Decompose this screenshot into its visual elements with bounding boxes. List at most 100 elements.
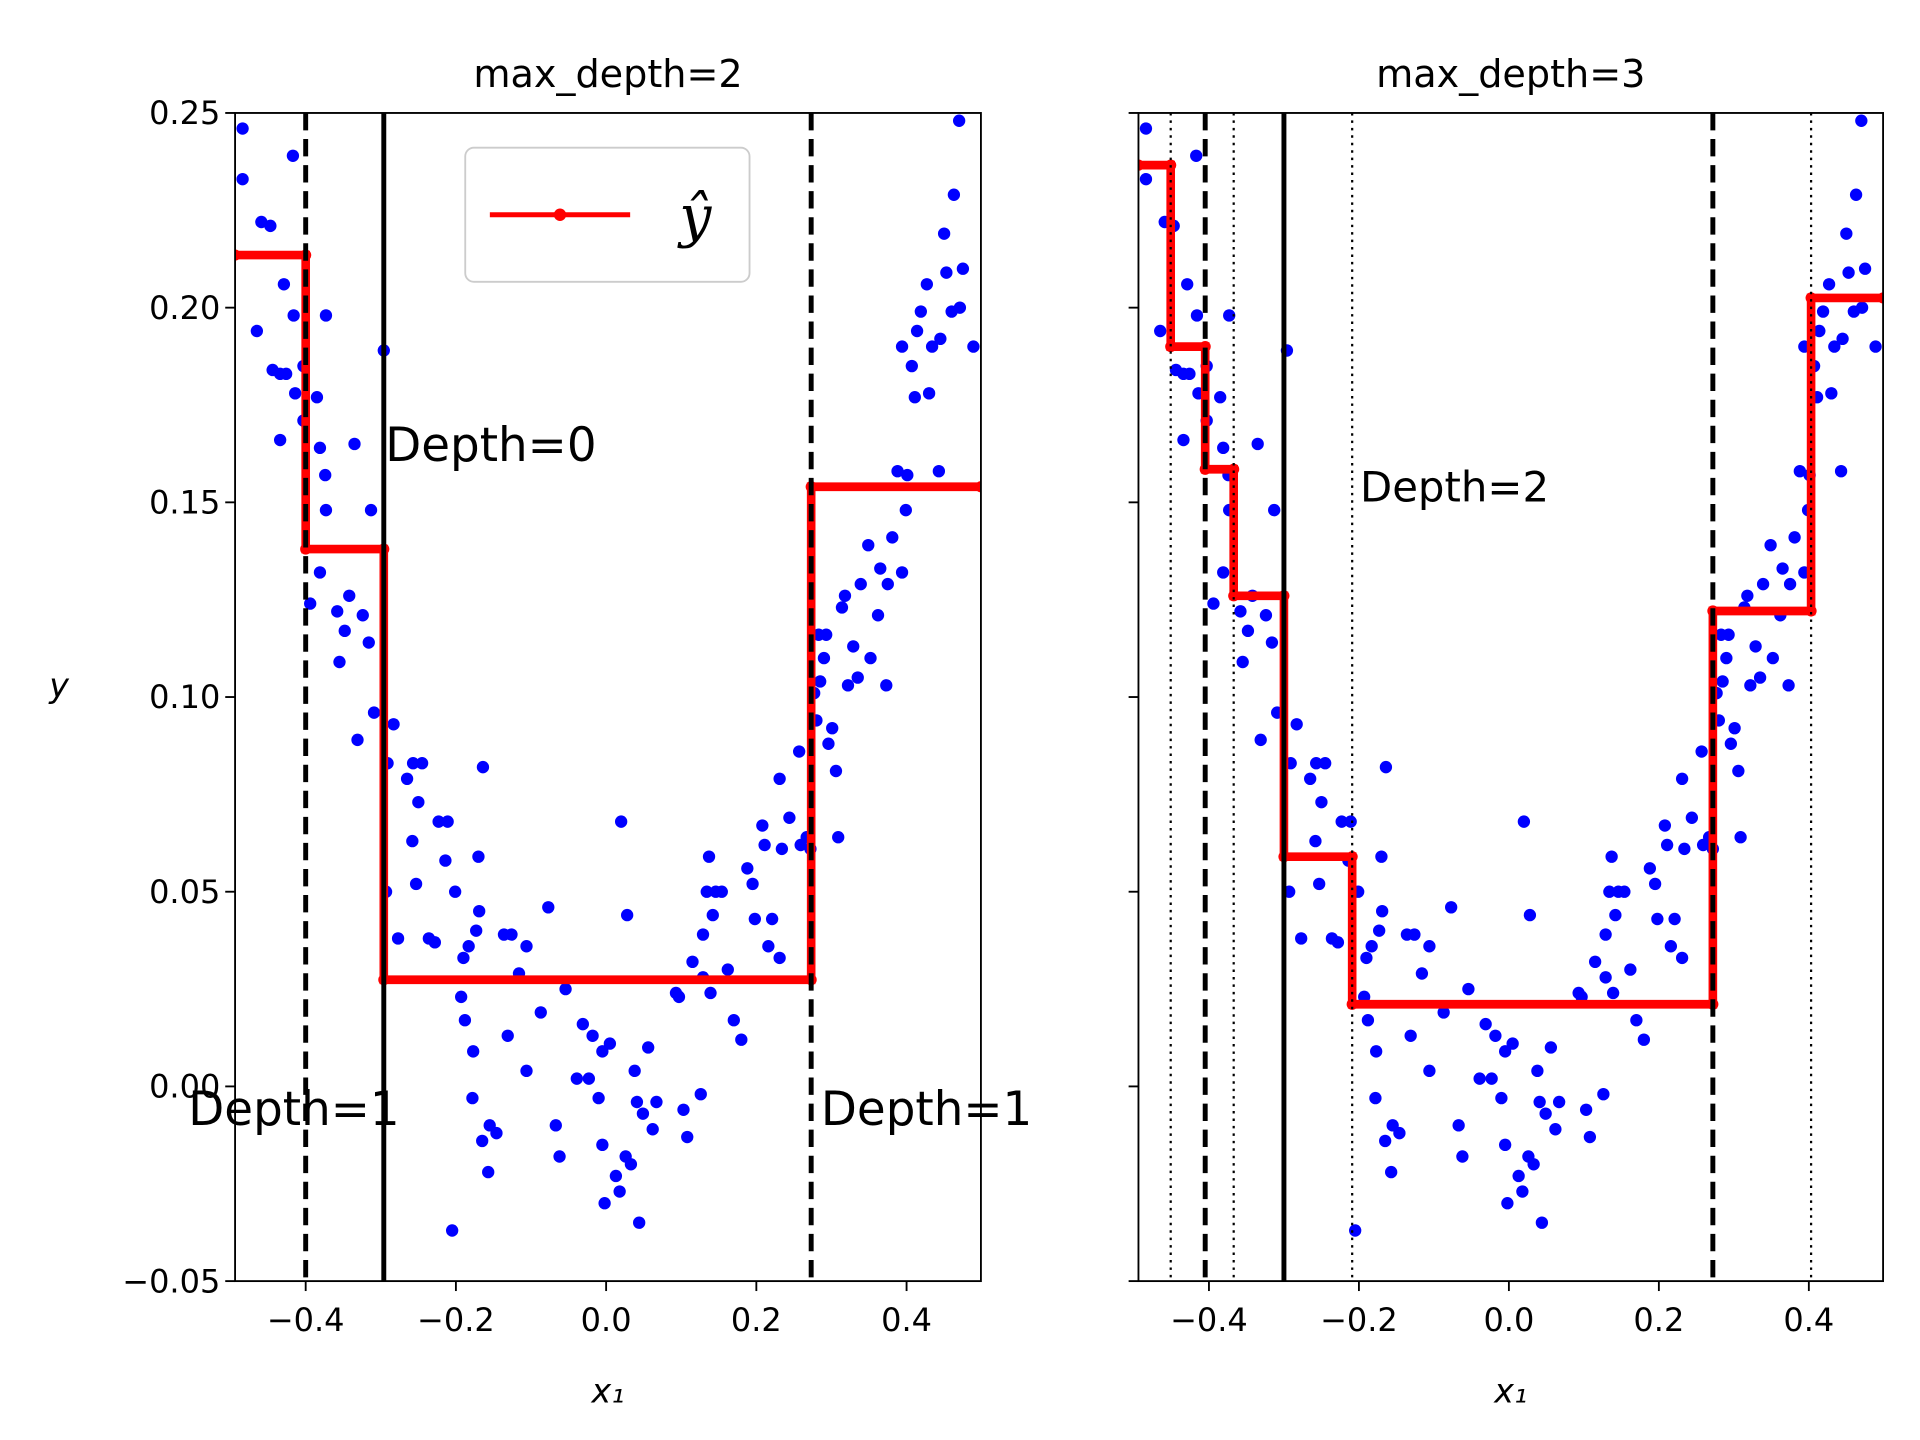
data-point xyxy=(473,904,486,918)
data-point xyxy=(1495,1091,1508,1105)
data-point xyxy=(1290,718,1303,731)
data-point xyxy=(1259,609,1273,622)
data-point xyxy=(1813,324,1826,338)
data-point xyxy=(1234,605,1247,618)
data-point xyxy=(895,566,909,579)
data-point xyxy=(633,1216,646,1229)
data-point xyxy=(1753,671,1767,684)
annotation: Depth=0 xyxy=(385,418,596,473)
data-point xyxy=(727,1014,740,1027)
data-point xyxy=(1516,1185,1529,1198)
data-point xyxy=(520,1064,533,1078)
data-point xyxy=(1349,1224,1362,1237)
data-point xyxy=(1609,908,1622,922)
data-point xyxy=(1335,815,1348,828)
data-point xyxy=(406,834,419,848)
data-point xyxy=(455,990,468,1004)
data-point xyxy=(576,1017,589,1031)
x-tick-label: 0.0 xyxy=(581,1301,632,1339)
data-point xyxy=(1648,877,1662,891)
data-point xyxy=(1217,566,1230,579)
data-point xyxy=(773,951,786,965)
data-point xyxy=(1660,838,1674,852)
y-tick-label: −0.05 xyxy=(122,1262,220,1300)
data-point xyxy=(441,815,454,828)
data-point xyxy=(847,640,860,653)
data-point xyxy=(1207,597,1220,610)
data-point xyxy=(277,278,291,291)
data-point xyxy=(1734,831,1747,844)
data-point xyxy=(1360,951,1373,965)
x-axis-label: x₁ xyxy=(1493,1372,1527,1411)
data-point xyxy=(832,831,845,844)
data-point xyxy=(937,227,951,240)
data-point xyxy=(1834,464,1848,478)
x-tick-label: −0.2 xyxy=(1320,1301,1398,1339)
data-point xyxy=(1423,1064,1436,1078)
data-point xyxy=(1716,675,1729,688)
data-point xyxy=(1344,815,1357,828)
data-point xyxy=(1764,538,1777,552)
data-point xyxy=(1331,936,1345,949)
data-point xyxy=(1214,391,1227,404)
data-point xyxy=(319,503,333,517)
data-point xyxy=(1251,437,1264,451)
data-point xyxy=(702,850,716,863)
data-point xyxy=(592,1091,605,1105)
data-point xyxy=(603,1037,617,1050)
data-point xyxy=(582,1072,596,1085)
data-point xyxy=(1855,301,1869,314)
data-point xyxy=(721,963,734,976)
data-point xyxy=(1869,340,1882,353)
data-point xyxy=(681,1130,694,1144)
data-point xyxy=(835,601,849,614)
data-point xyxy=(1624,963,1637,976)
data-point xyxy=(1479,1017,1492,1031)
data-point xyxy=(1664,940,1678,953)
data-point xyxy=(1544,1041,1558,1054)
data-point xyxy=(549,1119,562,1132)
annotation: Depth=2 xyxy=(1360,462,1549,511)
data-point xyxy=(613,1185,626,1198)
legend: ŷ xyxy=(464,146,751,283)
prediction-line xyxy=(235,250,981,985)
data-point xyxy=(1855,114,1868,127)
data-point xyxy=(570,1072,583,1085)
data-point xyxy=(287,309,300,322)
data-point xyxy=(482,1165,495,1179)
data-point xyxy=(1310,757,1323,770)
data-point xyxy=(1217,441,1230,455)
data-point xyxy=(439,854,452,867)
data-point xyxy=(462,940,475,953)
data-point xyxy=(1489,1029,1502,1043)
data-point xyxy=(476,1134,489,1148)
data-point xyxy=(1793,464,1806,478)
data-point xyxy=(822,737,835,750)
data-point xyxy=(348,437,361,451)
data-point xyxy=(1437,1006,1450,1019)
data-point xyxy=(553,1150,566,1163)
data-point xyxy=(838,589,852,603)
data-point xyxy=(1309,834,1322,848)
data-point xyxy=(490,1126,503,1140)
data-point xyxy=(628,1064,641,1078)
data-point xyxy=(448,885,462,898)
data-point xyxy=(762,940,775,953)
data-point xyxy=(746,877,759,891)
prediction-marker xyxy=(1877,292,1884,304)
prediction-marker xyxy=(1228,463,1240,475)
data-point xyxy=(343,589,356,603)
data-point xyxy=(1822,278,1836,291)
data-point xyxy=(313,441,327,455)
data-point xyxy=(387,718,400,731)
data-point xyxy=(1154,324,1167,338)
data-point xyxy=(715,885,728,898)
data-point xyxy=(1376,904,1389,918)
annotation: Depth=1 xyxy=(821,1082,1032,1137)
data-point xyxy=(367,706,381,719)
data-point xyxy=(1695,745,1708,758)
prediction-marker xyxy=(1165,341,1177,353)
data-point xyxy=(1452,1119,1465,1132)
prediction-marker xyxy=(1346,851,1358,863)
data-point xyxy=(910,324,924,338)
